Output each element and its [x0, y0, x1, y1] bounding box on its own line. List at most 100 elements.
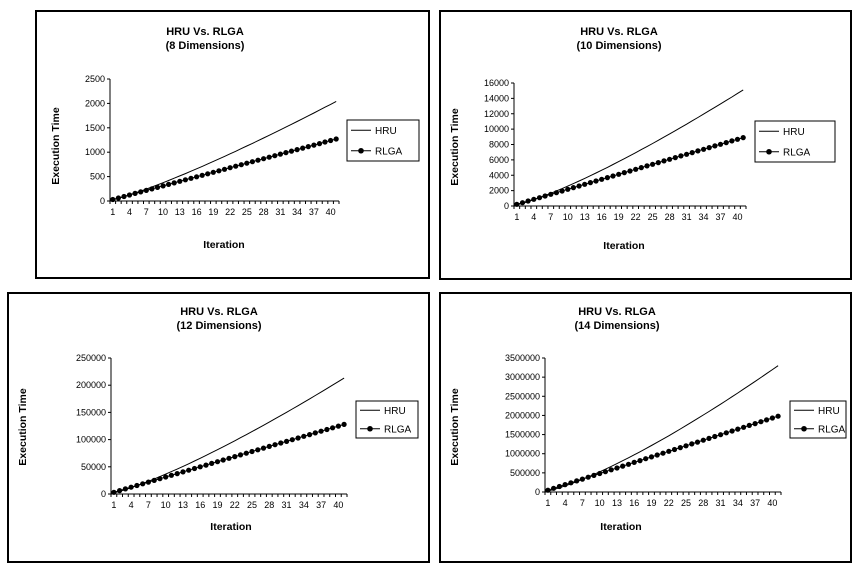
data-point-rlga: [718, 432, 724, 438]
data-point-rlga: [553, 190, 559, 196]
x-tick-label: 10: [161, 500, 171, 510]
data-point-rlga: [272, 442, 278, 448]
x-tick-label: 25: [648, 212, 658, 222]
x-tick-label: 10: [595, 498, 605, 508]
data-point-rlga: [174, 471, 180, 477]
y-axis-label: Execution Time: [50, 107, 62, 185]
data-point-rlga: [633, 166, 639, 172]
chart-subtitle: (12 Dimensions): [177, 320, 262, 332]
data-point-rlga: [166, 181, 172, 187]
data-point-rlga: [145, 479, 151, 485]
plot-area: 0 50000 100000 150000 200000 250000 1 4 7 10 13 16 1…: [76, 353, 348, 510]
x-tick-label: 25: [681, 498, 691, 508]
legend-label-rlga: RLGA: [384, 424, 412, 435]
data-point-rlga: [122, 486, 128, 492]
data-point-rlga: [266, 443, 272, 449]
data-point-rlga: [531, 196, 537, 202]
legend-box: [346, 119, 420, 162]
data-point-rlga: [562, 482, 568, 488]
data-point-rlga: [121, 193, 127, 200]
x-axis-label: Iteration: [600, 521, 641, 533]
y-tick-label: 2000000: [505, 410, 540, 420]
data-point-rlga: [115, 195, 121, 201]
legend-label-rlga: RLGA: [375, 146, 403, 157]
data-point-rlga: [585, 474, 591, 480]
data-point-rlga: [769, 415, 775, 421]
x-tick-label: 34: [292, 207, 302, 217]
data-point-rlga: [576, 183, 582, 189]
x-tick-label: 37: [316, 500, 326, 510]
data-point-rlga: [568, 480, 574, 486]
data-point-rlga: [227, 165, 233, 171]
data-point-rlga: [300, 145, 306, 151]
y-tick-label: 1500: [85, 123, 105, 133]
x-tick-label: 1: [545, 498, 550, 508]
data-point-rlga: [335, 423, 341, 429]
plot-area: 0 500000 1000000 1500000 2000000 2500000 30000…: [505, 353, 782, 508]
y-tick-label: 0: [101, 489, 106, 499]
legend-label-hru: HRU: [384, 406, 406, 417]
data-point-rlga: [203, 462, 209, 468]
x-tick-label: 1: [111, 500, 116, 510]
legend-label-hru: HRU: [783, 127, 805, 138]
data-point-rlga: [154, 184, 161, 190]
y-tick-label: 0: [100, 196, 105, 206]
data-point-rlga: [672, 155, 678, 161]
data-point-rlga: [579, 476, 585, 482]
chart-panel-14-dimensions: HRU Vs. RLGA (14 Dimensions) Execution T…: [439, 292, 852, 563]
data-point-rlga: [284, 438, 290, 444]
x-tick-label: 19: [646, 498, 656, 508]
data-point-rlga: [591, 472, 597, 478]
x-tick-label: 40: [333, 500, 343, 510]
y-tick-label: 0: [504, 201, 509, 211]
data-point-rlga: [604, 175, 610, 181]
y-tick-label: 10000: [484, 124, 509, 134]
data-point-rlga: [677, 445, 683, 451]
x-tick-label: 22: [631, 212, 641, 222]
x-tick-label: 22: [225, 207, 235, 217]
data-point-rlga: [559, 188, 565, 194]
data-point-rlga: [514, 201, 520, 207]
x-tick-label: 37: [750, 498, 760, 508]
plot-area: 0 2000 4000 6000 8000 10000 12000 14000 16000 1 4 7…: [484, 78, 747, 222]
data-point-rlga: [582, 181, 588, 187]
data-point-rlga: [542, 193, 548, 199]
data-point-rlga: [694, 439, 701, 445]
data-point-rlga: [638, 165, 644, 171]
x-tick-label: 4: [127, 207, 132, 217]
x-tick-label: 16: [597, 212, 607, 222]
data-point-rlga: [746, 422, 752, 428]
x-tick-label: 1: [514, 212, 519, 222]
y-tick-label: 500: [90, 172, 105, 182]
data-point-rlga: [232, 454, 238, 460]
x-tick-label: 34: [733, 498, 743, 508]
x-tick-label: 37: [716, 212, 726, 222]
data-point-rlga: [205, 171, 211, 177]
data-point-rlga: [723, 140, 729, 146]
x-tick-label: 40: [767, 498, 777, 508]
data-point-rlga: [741, 424, 747, 430]
chart-10-dimensions: HRU Vs. RLGA (10 Dimensions) Execution T…: [449, 26, 836, 252]
data-point-rlga: [126, 192, 133, 198]
data-point-rlga: [700, 437, 706, 443]
x-tick-label: 7: [144, 207, 149, 217]
y-tick-label: 1000: [85, 147, 105, 157]
data-point-rlga: [249, 448, 255, 455]
data-point-rlga: [266, 154, 272, 160]
y-tick-label: 50000: [81, 462, 106, 472]
legend: HRU RLGA: [346, 119, 420, 162]
x-axis-label: Iteration: [210, 521, 251, 533]
data-point-rlga: [249, 159, 255, 165]
legend-label-rlga: RLGA: [818, 424, 846, 435]
data-point-rlga: [729, 138, 735, 144]
data-point-rlga: [740, 135, 746, 141]
data-point-rlga: [289, 437, 295, 443]
y-tick-label: 2000: [489, 186, 509, 196]
y-tick-label: 100000: [76, 435, 106, 445]
data-point-rlga: [701, 146, 707, 152]
x-tick-label: 40: [326, 207, 336, 217]
data-point-rlga: [683, 443, 689, 449]
data-point-rlga: [597, 470, 603, 477]
data-point-rlga: [660, 450, 666, 456]
data-point-rlga: [272, 153, 278, 159]
